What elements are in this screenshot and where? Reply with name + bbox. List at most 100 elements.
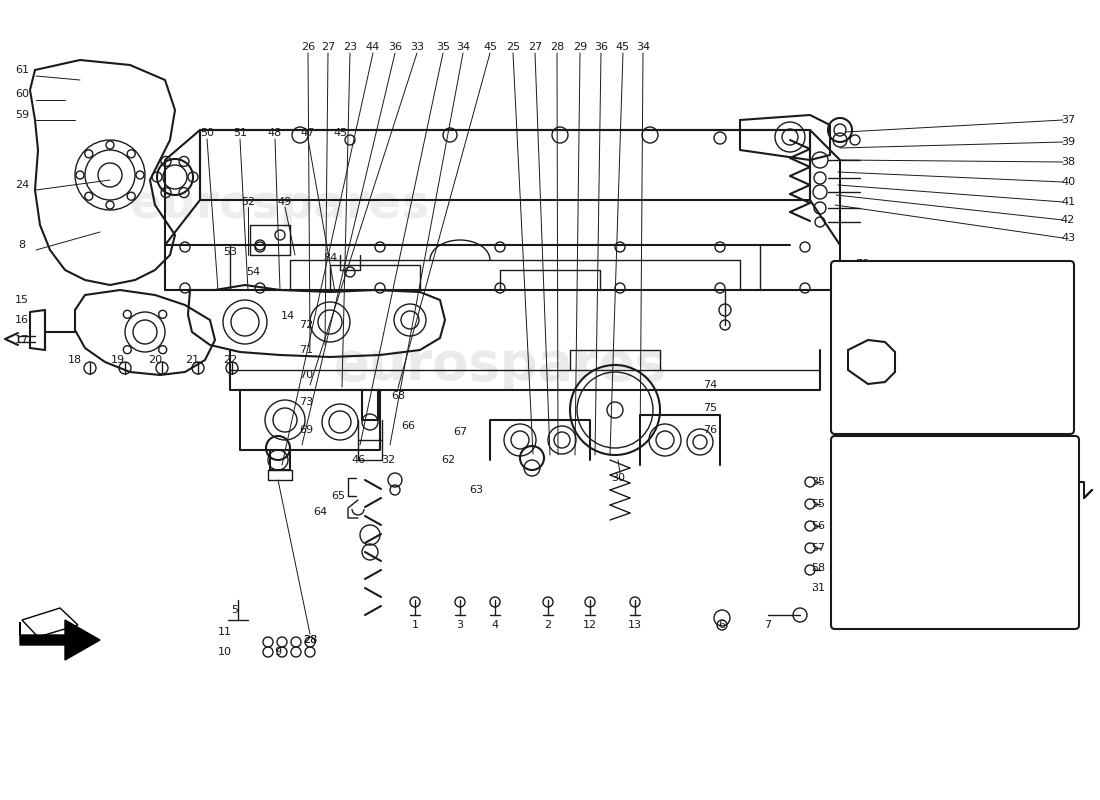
Text: 36: 36 bbox=[594, 42, 608, 52]
Text: 50: 50 bbox=[200, 128, 214, 138]
Text: 21: 21 bbox=[185, 355, 199, 365]
Text: 65: 65 bbox=[331, 491, 345, 501]
Text: 10: 10 bbox=[218, 647, 232, 657]
Text: 1: 1 bbox=[411, 620, 418, 630]
Text: 75: 75 bbox=[703, 403, 717, 413]
Text: 27: 27 bbox=[321, 42, 336, 52]
Circle shape bbox=[887, 490, 894, 498]
FancyBboxPatch shape bbox=[830, 261, 1074, 434]
Text: 63: 63 bbox=[469, 485, 483, 495]
Text: 83: 83 bbox=[1050, 499, 1065, 509]
Text: 67: 67 bbox=[453, 427, 468, 437]
Text: 7: 7 bbox=[764, 620, 771, 630]
Text: 25: 25 bbox=[506, 42, 520, 52]
Text: 60: 60 bbox=[15, 89, 29, 99]
Text: 83: 83 bbox=[1050, 499, 1065, 509]
Text: 40: 40 bbox=[1060, 177, 1075, 187]
Circle shape bbox=[996, 490, 1003, 498]
Text: 28: 28 bbox=[550, 42, 564, 52]
Text: 2: 2 bbox=[544, 620, 551, 630]
Text: 68: 68 bbox=[390, 391, 405, 401]
Text: 41: 41 bbox=[1060, 197, 1075, 207]
Circle shape bbox=[887, 553, 894, 561]
Text: 28: 28 bbox=[302, 635, 317, 645]
Text: 16: 16 bbox=[15, 315, 29, 325]
Text: 55: 55 bbox=[811, 499, 825, 509]
Text: 19: 19 bbox=[111, 355, 125, 365]
Text: 8: 8 bbox=[19, 240, 25, 250]
Text: 45: 45 bbox=[616, 42, 630, 52]
Text: 38: 38 bbox=[1060, 157, 1075, 167]
Text: 80: 80 bbox=[879, 263, 893, 273]
Text: 37: 37 bbox=[1060, 115, 1075, 125]
Text: 13: 13 bbox=[628, 620, 642, 630]
Text: 71: 71 bbox=[299, 345, 314, 355]
Text: 62: 62 bbox=[441, 455, 455, 465]
Text: 26: 26 bbox=[301, 42, 315, 52]
Text: 52: 52 bbox=[241, 197, 255, 207]
Text: 22: 22 bbox=[223, 355, 238, 365]
Text: 11: 11 bbox=[218, 627, 232, 637]
Text: 43: 43 bbox=[1060, 233, 1075, 243]
Text: 15: 15 bbox=[15, 295, 29, 305]
Text: 57: 57 bbox=[811, 543, 825, 553]
Text: eurospares: eurospares bbox=[333, 339, 667, 391]
Polygon shape bbox=[20, 620, 100, 660]
Text: 24: 24 bbox=[15, 180, 29, 190]
Text: 35: 35 bbox=[436, 42, 450, 52]
Text: eurospares: eurospares bbox=[131, 182, 430, 227]
Text: 30: 30 bbox=[610, 473, 625, 483]
Text: 66: 66 bbox=[402, 421, 415, 431]
Text: 29: 29 bbox=[573, 42, 587, 52]
Text: 59: 59 bbox=[15, 110, 29, 120]
Text: 73: 73 bbox=[299, 397, 314, 407]
Circle shape bbox=[940, 458, 949, 466]
Text: 27: 27 bbox=[528, 42, 542, 52]
Text: 4: 4 bbox=[492, 620, 498, 630]
Text: 20: 20 bbox=[147, 355, 162, 365]
Text: 72: 72 bbox=[299, 320, 314, 330]
Text: 44: 44 bbox=[366, 42, 381, 52]
Text: 42: 42 bbox=[1060, 215, 1075, 225]
Text: 45: 45 bbox=[333, 128, 348, 138]
Text: 12: 12 bbox=[583, 620, 597, 630]
Text: 70: 70 bbox=[299, 370, 314, 380]
Text: 78: 78 bbox=[891, 303, 905, 313]
Text: 61: 61 bbox=[15, 65, 29, 75]
Text: 28: 28 bbox=[302, 635, 317, 645]
Text: 56: 56 bbox=[811, 521, 825, 531]
Text: 14: 14 bbox=[280, 311, 295, 321]
Text: 32: 32 bbox=[381, 455, 395, 465]
Text: 34: 34 bbox=[636, 42, 650, 52]
Text: 5: 5 bbox=[231, 605, 239, 615]
Text: 6: 6 bbox=[718, 620, 726, 630]
Text: 54: 54 bbox=[246, 267, 260, 277]
Text: 45: 45 bbox=[483, 42, 497, 52]
Text: 69: 69 bbox=[299, 425, 314, 435]
Text: 31: 31 bbox=[811, 583, 825, 593]
Text: 3: 3 bbox=[456, 620, 463, 630]
Text: 79: 79 bbox=[855, 259, 869, 269]
Text: 76: 76 bbox=[703, 425, 717, 435]
Text: 35: 35 bbox=[811, 477, 825, 487]
Text: 64: 64 bbox=[312, 507, 327, 517]
Text: 53: 53 bbox=[223, 247, 236, 257]
Circle shape bbox=[996, 553, 1003, 561]
Text: 47: 47 bbox=[301, 128, 315, 138]
Text: 17: 17 bbox=[15, 335, 29, 345]
Text: 48: 48 bbox=[268, 128, 282, 138]
FancyBboxPatch shape bbox=[830, 436, 1079, 629]
Text: 82: 82 bbox=[937, 275, 952, 285]
Text: 81: 81 bbox=[961, 279, 975, 289]
Text: 33: 33 bbox=[410, 42, 424, 52]
Text: 39: 39 bbox=[1060, 137, 1075, 147]
Text: 74: 74 bbox=[703, 380, 717, 390]
Text: 84: 84 bbox=[323, 253, 337, 263]
Text: 77: 77 bbox=[905, 265, 920, 275]
Text: 9: 9 bbox=[274, 647, 282, 657]
Text: 46: 46 bbox=[351, 455, 365, 465]
Text: 58: 58 bbox=[811, 563, 825, 573]
Text: 23: 23 bbox=[343, 42, 358, 52]
Text: 51: 51 bbox=[233, 128, 248, 138]
Text: 49: 49 bbox=[278, 197, 293, 207]
